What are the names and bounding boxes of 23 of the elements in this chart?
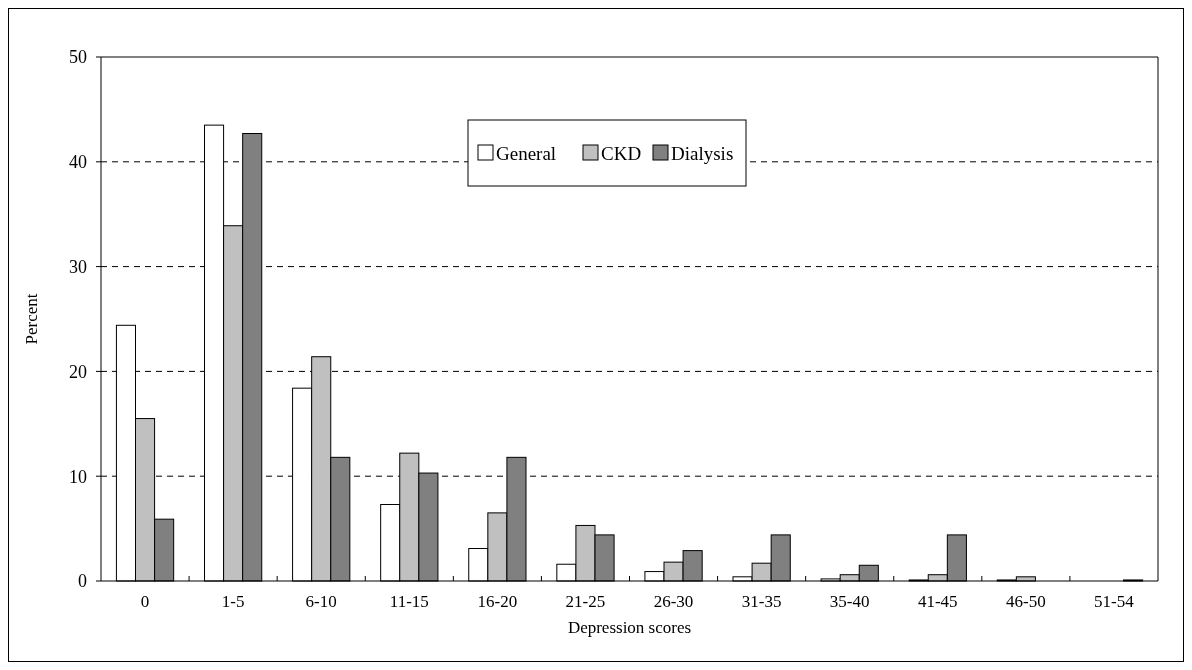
- y-tick-label: 20: [69, 361, 87, 382]
- y-tick-label: 10: [69, 466, 87, 487]
- x-tick-label: 46-50: [1006, 592, 1046, 611]
- x-tick-label: 6-10: [305, 592, 337, 611]
- x-tick-label: 31-35: [741, 592, 782, 611]
- y-axis-title: Percent: [22, 293, 41, 345]
- x-tick-label: 21-25: [565, 592, 606, 611]
- x-tick-label: 41-45: [917, 592, 958, 611]
- x-tick-label: 35-40: [829, 592, 870, 611]
- x-tick-label: 26-30: [653, 592, 694, 611]
- legend-label: CKD: [601, 142, 642, 164]
- legend-label: Dialysis: [671, 142, 734, 164]
- y-tick-label: 50: [69, 47, 87, 68]
- x-tick-label: 16-20: [477, 592, 518, 611]
- x-axis-title: Depression scores: [567, 618, 692, 637]
- legend-label: General: [496, 142, 557, 164]
- x-tick-label: 51-54: [1094, 592, 1135, 611]
- y-tick-label: 0: [78, 571, 87, 592]
- y-tick-label: 30: [69, 256, 87, 277]
- y-tick-label: 40: [69, 152, 87, 173]
- x-tick-label: 0: [140, 592, 150, 611]
- x-tick-label: 11-15: [389, 592, 429, 611]
- x-tick-label: 1-5: [221, 592, 245, 611]
